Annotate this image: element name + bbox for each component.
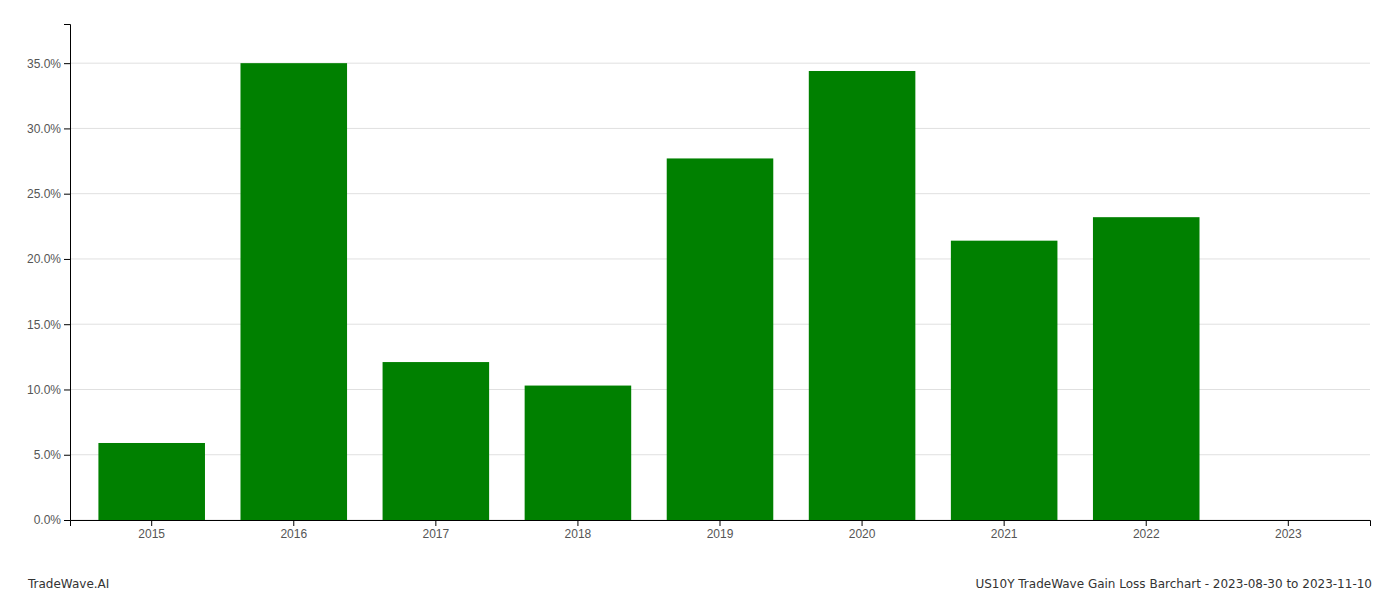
y-tick-mark [64, 324, 70, 325]
y-tick-label: 0.0% [34, 513, 62, 527]
x-tick-label: 2018 [565, 527, 592, 541]
x-tick-label: 2019 [707, 527, 734, 541]
x-tick-mark [151, 520, 152, 526]
y-tick-mark [64, 389, 70, 390]
y-tick-label: 30.0% [27, 122, 61, 136]
x-tick-label: 2016 [280, 527, 307, 541]
x-tick: 2023 [1275, 520, 1302, 541]
y-tick: 10.0% [27, 383, 70, 397]
x-tick: 2020 [849, 520, 876, 541]
bar [240, 63, 347, 520]
bars [98, 63, 1199, 520]
x-tick-label: 2023 [1275, 527, 1302, 541]
x-tick-mark [862, 520, 863, 526]
x-tick-label: 2022 [1133, 527, 1160, 541]
y-tick-mark [64, 455, 70, 456]
x-tick-label: 2020 [849, 527, 876, 541]
x-tick-mark [1288, 520, 1289, 526]
x-tick-mark [1004, 520, 1005, 526]
bar [809, 71, 916, 520]
x-tick-mark [435, 520, 436, 526]
y-tick-label: 5.0% [34, 448, 62, 462]
x-axis-line [71, 521, 1371, 527]
y-tick-mark [64, 259, 70, 260]
x-tick-label: 2015 [138, 527, 165, 541]
y-tick-label: 35.0% [27, 56, 61, 70]
y-tick-mark [64, 128, 70, 129]
y-tick: 15.0% [27, 318, 70, 332]
y-tick: 20.0% [27, 252, 70, 266]
y-tick-label: 10.0% [27, 383, 61, 397]
y-tick-mark [64, 63, 70, 64]
plot: 0.0% 5.0% 10.0% 15.0% 20.0% 25.0% 30.0% 35.0% 20… [27, 25, 1371, 541]
bar [383, 362, 490, 520]
bar [951, 241, 1058, 520]
grid [70, 63, 1370, 520]
x-tick-mark [293, 520, 294, 526]
x-tick: 2019 [707, 520, 734, 541]
title: US10Y TradeWave Gain Loss Barchart - 202… [975, 577, 1372, 591]
x-tick-label: 2017 [422, 527, 449, 541]
watermark: TradeWave.AI [27, 577, 109, 591]
x-tick: 2017 [422, 520, 449, 541]
bar [667, 158, 774, 520]
x-tick-mark [1146, 520, 1147, 526]
y-tick-mark [64, 520, 70, 521]
y-tick-label: 25.0% [27, 187, 61, 201]
x-tick: 2018 [565, 520, 592, 541]
y-tick: 0.0% [34, 513, 70, 527]
bar [98, 443, 205, 520]
bar [525, 386, 632, 520]
x-tick-label: 2021 [991, 527, 1018, 541]
y-tick: 25.0% [27, 187, 70, 201]
y-tick: 5.0% [34, 448, 70, 462]
x-tick: 2015 [138, 520, 165, 541]
x-tick-mark [720, 520, 721, 526]
y-tick: 30.0% [27, 122, 70, 136]
y-axis-line [64, 25, 71, 521]
x-tick: 2016 [280, 520, 307, 541]
x-axis: 2015 2016 2017 2018 2019 2020 2021 2022 2023 [71, 520, 1371, 541]
x-tick: 2022 [1133, 520, 1160, 541]
chart: 0.0% 5.0% 10.0% 15.0% 20.0% 25.0% 30.0% 35.0% 20… [0, 0, 1400, 600]
y-tick-mark [64, 194, 70, 195]
y-tick-label: 15.0% [27, 318, 61, 332]
y-tick: 35.0% [27, 56, 70, 70]
y-tick-label: 20.0% [27, 252, 61, 266]
x-tick-mark [577, 520, 578, 526]
y-axis: 0.0% 5.0% 10.0% 15.0% 20.0% 25.0% 30.0% 35.0% [27, 25, 71, 528]
x-tick: 2021 [991, 520, 1018, 541]
bar [1093, 217, 1200, 520]
